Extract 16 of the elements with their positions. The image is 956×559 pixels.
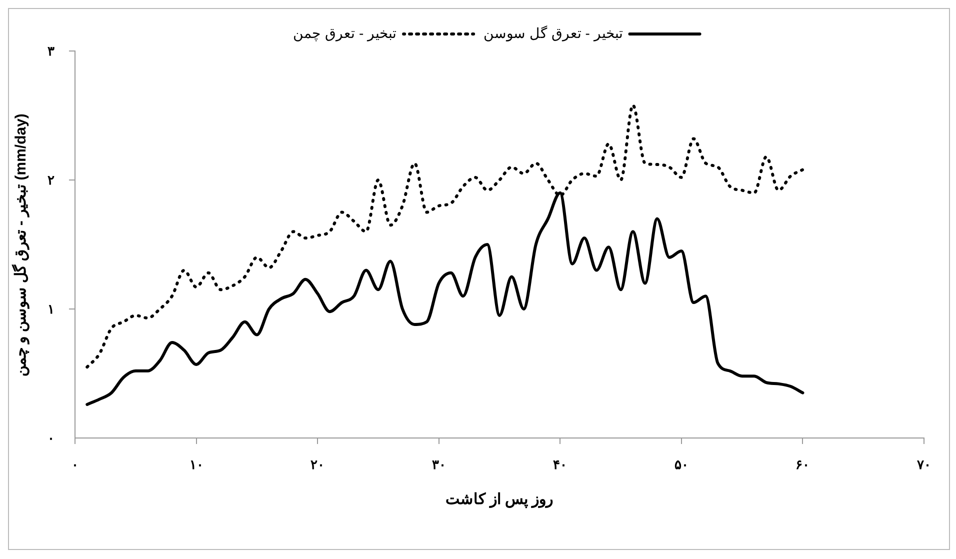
x-tick-label: ۱۰	[189, 457, 204, 472]
x-axis-title: روز پس از کاشت	[446, 491, 554, 508]
x-tick-label: ۰	[72, 457, 78, 472]
x-tick-label: ۴۰	[553, 457, 568, 472]
y-tick-label: ۰	[48, 430, 54, 446]
x-tick-label: ۳۰	[432, 457, 446, 472]
legend-label: تبخیر - تعرق چمن	[293, 24, 397, 42]
x-tick-label: ۷۰	[917, 457, 931, 472]
y-tick-label: ۳	[48, 44, 54, 58]
x-tick-label: ۵۰	[674, 457, 688, 472]
y-axis-title: تبخیر - تعرق گل سوسن و چمن (mm/day)	[12, 113, 30, 376]
y-tick-label: ۲	[48, 172, 54, 188]
x-tick-label: ۲۰	[310, 457, 325, 472]
x-tick-label: ۶۰	[796, 457, 810, 472]
legend-label: تبخیر - تعرق گل سوسن	[484, 24, 623, 42]
y-tick-label: ۱	[48, 302, 54, 316]
